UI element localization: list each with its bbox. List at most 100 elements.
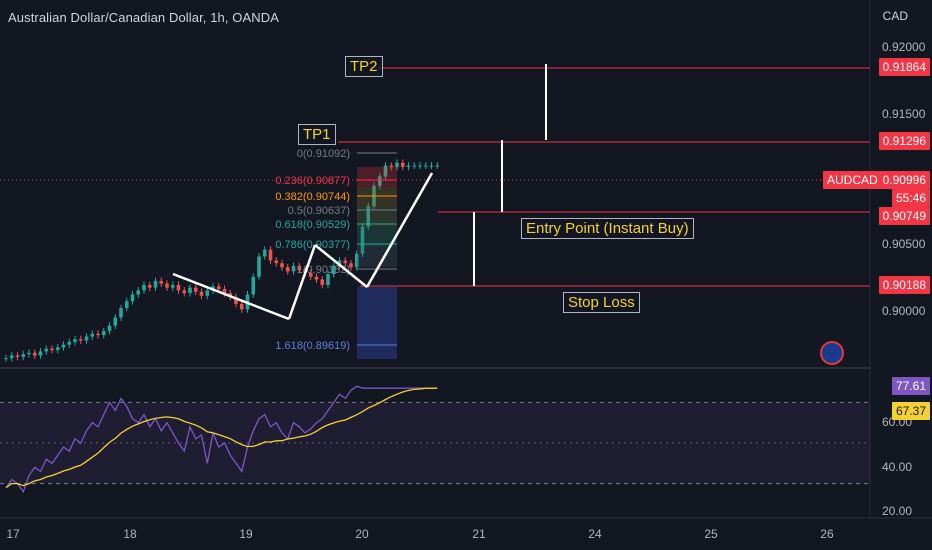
tp2-label[interactable]: TP2: [345, 56, 383, 77]
candle-body: [9, 355, 14, 359]
candle-body: [429, 165, 434, 167]
candle-body: [50, 348, 54, 351]
candle-body: [182, 290, 187, 294]
candle-body: [262, 249, 267, 257]
tp1-label[interactable]: TP1: [298, 124, 336, 145]
candle-body: [343, 260, 348, 264]
stop-loss-label[interactable]: Stop Loss: [563, 292, 640, 313]
candle-body: [251, 276, 256, 295]
candle-body: [44, 348, 49, 352]
time-tick: 25: [704, 527, 718, 541]
fib-level-label: 0.786(0.90377): [275, 239, 350, 251]
time-tick: 19: [239, 527, 253, 541]
candle-body: [412, 165, 417, 167]
price-tick: 0.91500: [882, 107, 926, 121]
candle-body: [113, 317, 118, 326]
fib-level-label: 1(0.90182): [297, 264, 350, 276]
candle-body: [216, 286, 221, 290]
trendline: [365, 172, 434, 288]
candle-body: [239, 303, 244, 310]
candle-body: [234, 297, 238, 304]
trendline: [314, 244, 368, 288]
candle-body: [423, 165, 428, 167]
candle-body: [205, 290, 210, 296]
trendline: [287, 244, 317, 320]
fib-zone: [357, 287, 397, 359]
candle-body: [418, 165, 422, 167]
candle-body: [32, 352, 37, 356]
fib-zone: [357, 167, 397, 187]
candle-body: [142, 284, 146, 291]
candle-body: [176, 284, 181, 291]
candle-body: [297, 265, 302, 271]
fib-zone: [357, 247, 397, 267]
tp1-price-tag: 0.91296: [878, 132, 930, 150]
candle-body: [383, 165, 388, 177]
rsi-line: [5, 385, 438, 494]
rsi-tick: 20.00: [882, 504, 912, 518]
symbol-title: Australian Dollar/Canadian Dollar, 1h, O…: [8, 10, 280, 25]
fib-zone: [357, 227, 397, 247]
candle-body: [165, 283, 169, 288]
candle-body: [96, 333, 100, 336]
candle-body: [38, 351, 43, 356]
price-tick: 0.90500: [882, 237, 926, 251]
fib-level-label: 0.5(0.90637): [288, 205, 350, 217]
symbol-tag: AUDCAD: [823, 171, 882, 189]
candle-body: [107, 325, 112, 332]
rsi-ma-tag: 67.37: [891, 402, 930, 420]
candle-body: [360, 226, 365, 254]
candle-body: [400, 162, 405, 167]
stop-price-tag: 0.90188: [878, 276, 930, 294]
candle-body: [291, 265, 296, 272]
candle-body: [101, 331, 106, 336]
candle-body: [61, 344, 66, 348]
fib-level-label: 0.382(0.90744): [275, 191, 350, 203]
candle-countdown: 55:46: [891, 189, 930, 207]
candle-body: [78, 339, 83, 341]
trendline: [172, 272, 290, 321]
time-tick: 20: [355, 527, 369, 541]
candle-body: [366, 206, 371, 227]
time-tick: 21: [472, 527, 486, 541]
candle-body: [84, 336, 89, 341]
currency-label: CAD: [882, 9, 908, 23]
candle-body: [67, 341, 72, 345]
candle-body: [147, 284, 152, 288]
rsi-tick: 40.00: [882, 460, 912, 474]
fib-level-label: 0(0.91092): [297, 148, 350, 160]
candle-body: [314, 276, 319, 280]
australia-flag-icon[interactable]: [820, 341, 844, 365]
price-tick: 0.90000: [882, 304, 926, 318]
candle-body: [130, 294, 135, 302]
candle-body: [55, 347, 60, 351]
time-tick: 18: [123, 527, 137, 541]
candle-body: [27, 352, 31, 355]
candle-body: [326, 274, 330, 285]
entry-label[interactable]: Entry Point (Instant Buy): [521, 218, 694, 239]
entry-price-tag: 0.90749: [878, 207, 930, 225]
fib-zone: [357, 187, 397, 207]
candle-body: [389, 165, 394, 167]
current-price-tag: 0.90996: [878, 171, 930, 189]
candle-body: [377, 176, 382, 186]
candle-body: [349, 263, 353, 268]
rsi-ma-line: [5, 387, 438, 489]
candle-body: [188, 287, 192, 294]
fib-zone: [357, 207, 397, 227]
candle-body: [406, 165, 411, 167]
candle-body: [136, 290, 141, 295]
time-tick: 26: [820, 527, 834, 541]
candle-body: [199, 291, 204, 296]
candle-body: [285, 267, 290, 272]
candle-body: [435, 165, 440, 167]
fib-level-label: 0.236(0.90877): [275, 175, 350, 187]
candle-body: [274, 260, 279, 264]
tp2-price-tag: 0.91864: [878, 58, 930, 76]
candle-body: [153, 280, 158, 288]
fib-level-label: 0.618(0.90529): [275, 219, 350, 231]
candle-body: [280, 263, 284, 268]
candle-body: [21, 354, 26, 357]
